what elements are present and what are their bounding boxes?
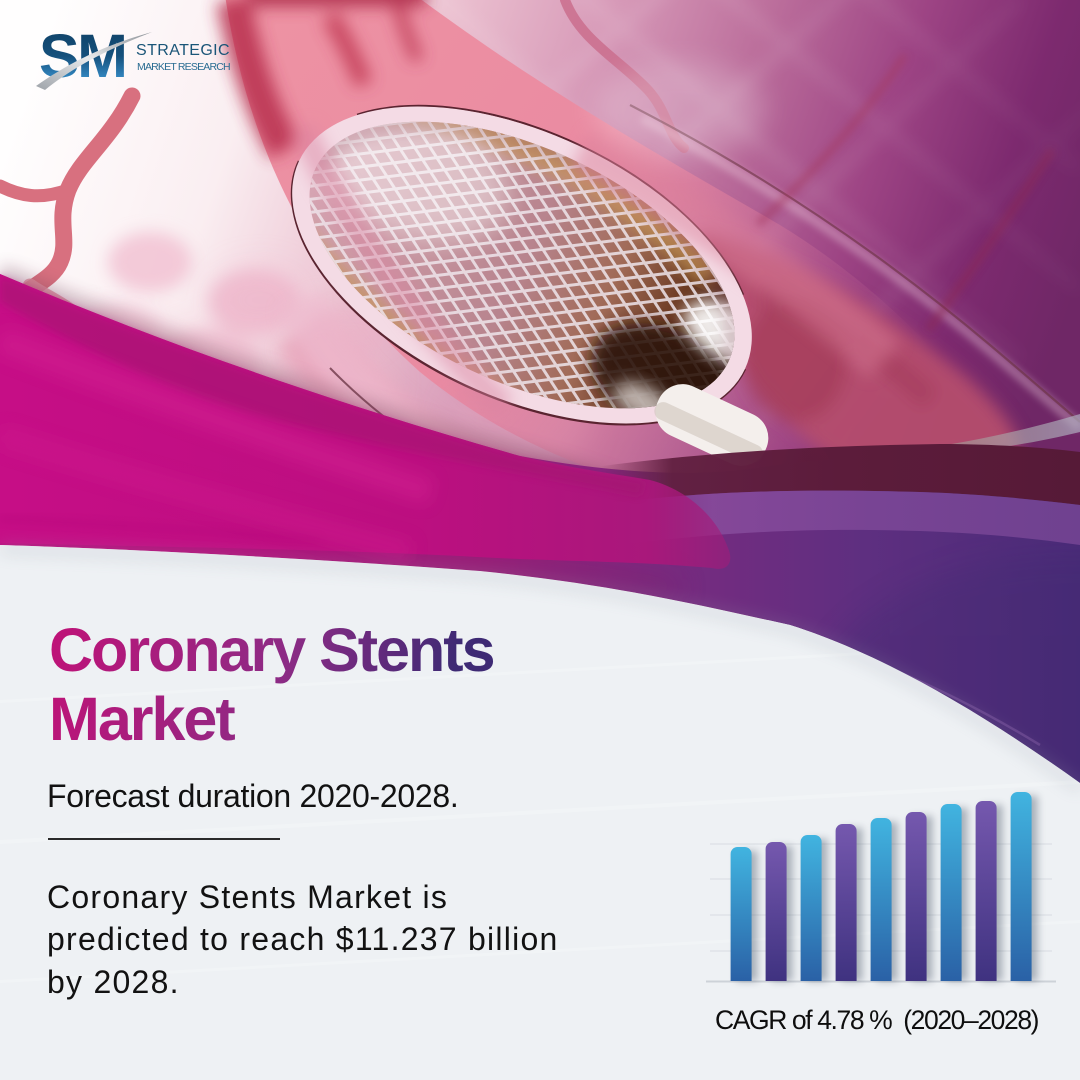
svg-text:MARKET RESEARCH: MARKET RESEARCH: [137, 61, 230, 73]
svg-text:STRATEGIC: STRATEGIC: [136, 42, 230, 59]
